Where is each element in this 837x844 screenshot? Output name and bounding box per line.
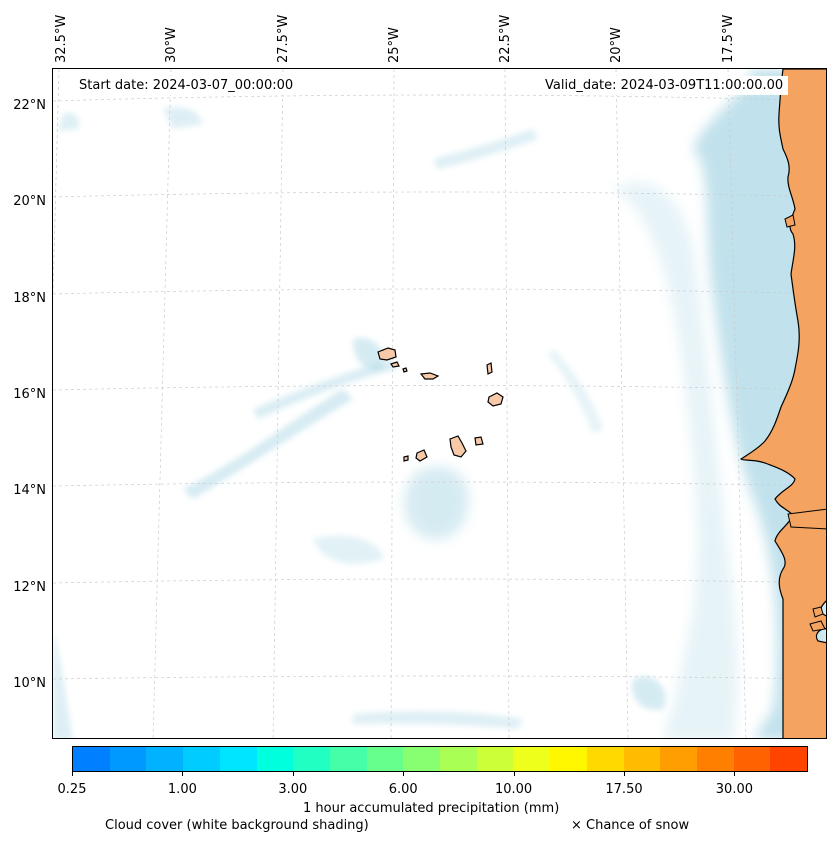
colorbar-tick-label: 10.00 bbox=[494, 782, 533, 797]
lon-label-32-5w: 32.5°W bbox=[54, 14, 69, 63]
island-boa-vista bbox=[487, 392, 504, 407]
cloud-streak-7 bbox=[313, 535, 383, 564]
graticule bbox=[53, 69, 826, 738]
coastal-island-b bbox=[809, 620, 826, 632]
colorbar-swatch bbox=[256, 747, 294, 771]
cloud-streak-6 bbox=[353, 338, 384, 371]
cloud-streak-2 bbox=[253, 359, 398, 419]
lat-label-18n: 18°N bbox=[13, 291, 46, 306]
lon-label-20w: 20°W bbox=[609, 27, 624, 63]
lon-label-30w: 30°W bbox=[164, 27, 179, 63]
lon-label-27-5w: 27.5°W bbox=[276, 14, 291, 63]
island-maio bbox=[474, 436, 484, 446]
lon-label-25w: 25°W bbox=[387, 27, 402, 63]
colorbar-swatch bbox=[293, 747, 330, 771]
island-sal bbox=[486, 362, 493, 375]
colorbar-swatch bbox=[440, 747, 477, 771]
cape-verde-islands bbox=[377, 347, 504, 462]
colorbar-swatch bbox=[403, 747, 441, 771]
snow-legend: × Chance of snow bbox=[571, 818, 690, 833]
colorbar-tickmark bbox=[624, 772, 625, 776]
cloud-streak-9 bbox=[353, 711, 523, 729]
colorbar-swatch bbox=[109, 747, 147, 771]
map-canvas[interactable] bbox=[53, 69, 827, 739]
island-fogo bbox=[415, 449, 428, 462]
start-date-label: Start date: 2024-03-07_00:00:00 bbox=[74, 76, 299, 95]
colorbar-swatch bbox=[696, 747, 734, 771]
african-coast-land bbox=[740, 69, 826, 738]
colorbar-tick-label: 17.50 bbox=[605, 782, 643, 797]
lat-label-14n: 14°N bbox=[13, 483, 46, 498]
cloud-streak-12 bbox=[548, 349, 603, 434]
colorbar-swatch bbox=[366, 747, 404, 771]
colorbar-swatch bbox=[329, 747, 367, 771]
lat-label-22n: 22°N bbox=[13, 98, 46, 113]
cloud-streak-11 bbox=[53, 629, 73, 738]
cloud-streak-3 bbox=[404, 466, 469, 540]
cloud-streak-4 bbox=[433, 129, 538, 169]
colorbar-swatch bbox=[660, 747, 697, 771]
colorbar-swatch bbox=[476, 747, 514, 771]
colorbar-tick-label: 30.00 bbox=[715, 782, 753, 797]
colorbar-swatch bbox=[733, 747, 771, 771]
lon-label-17-5w: 17.5°W bbox=[721, 14, 736, 63]
colorbar-label: 1 hour accumulated precipitation (mm) bbox=[303, 801, 560, 816]
cloud-cover-legend: Cloud cover (white background shading) bbox=[105, 818, 369, 833]
island-brava bbox=[403, 455, 409, 462]
colorbar-swatch bbox=[146, 747, 184, 771]
lat-label-10n: 10°N bbox=[13, 676, 46, 691]
cloud-streak-10 bbox=[58, 112, 80, 131]
colorbar-swatch bbox=[586, 747, 624, 771]
lat-label-12n: 12°N bbox=[13, 580, 46, 595]
colorbar-swatch bbox=[219, 747, 257, 771]
cloud-streak-1 bbox=[183, 389, 353, 499]
colorbar-tickmark bbox=[734, 772, 736, 776]
colorbar-swatch bbox=[623, 747, 661, 771]
colorbar-tickmark bbox=[72, 772, 73, 776]
cloud-band-mid-east bbox=[613, 182, 738, 738]
island-sao-nicolau bbox=[419, 372, 440, 380]
island-santo-antao bbox=[377, 347, 397, 361]
cloud-streak-5 bbox=[163, 107, 203, 129]
colorbar-tickmark bbox=[292, 772, 294, 776]
colorbar-swatch bbox=[513, 747, 551, 771]
lon-label-22-5w: 22.5°W bbox=[498, 14, 513, 63]
cloud-cover-layer bbox=[53, 69, 826, 738]
colorbar-swatch bbox=[550, 747, 587, 771]
map-panel[interactable] bbox=[52, 68, 827, 739]
colorbar-swatch bbox=[770, 747, 808, 771]
lat-label-16n: 16°N bbox=[13, 387, 46, 402]
colorbar-tickmark bbox=[403, 772, 405, 776]
colorbar-tick-label: 6.00 bbox=[388, 782, 418, 797]
cloud-streak-8 bbox=[632, 676, 666, 710]
colorbar-tick-label: 3.00 bbox=[278, 782, 308, 797]
colorbar-swatch bbox=[73, 747, 110, 771]
coastal-island-c bbox=[784, 214, 796, 228]
island-santiago bbox=[449, 435, 467, 458]
colorbar-tick-label: 1.00 bbox=[167, 782, 197, 797]
coast-inlet bbox=[787, 508, 826, 530]
valid-date-label: Valid_date: 2024-03-09T11:00:00.00 bbox=[540, 76, 789, 95]
colorbar-tickmark bbox=[513, 772, 515, 776]
coastal-island-a bbox=[812, 606, 824, 618]
precipitation-colorbar bbox=[72, 746, 808, 772]
colorbar-tick-label: 0.25 bbox=[57, 782, 87, 797]
island-santa-luzia bbox=[402, 367, 408, 373]
island-sao-vicente bbox=[390, 361, 400, 368]
colorbar-tickmark bbox=[182, 772, 184, 776]
lat-label-20n: 20°N bbox=[13, 194, 46, 209]
colorbar-swatch bbox=[183, 747, 220, 771]
